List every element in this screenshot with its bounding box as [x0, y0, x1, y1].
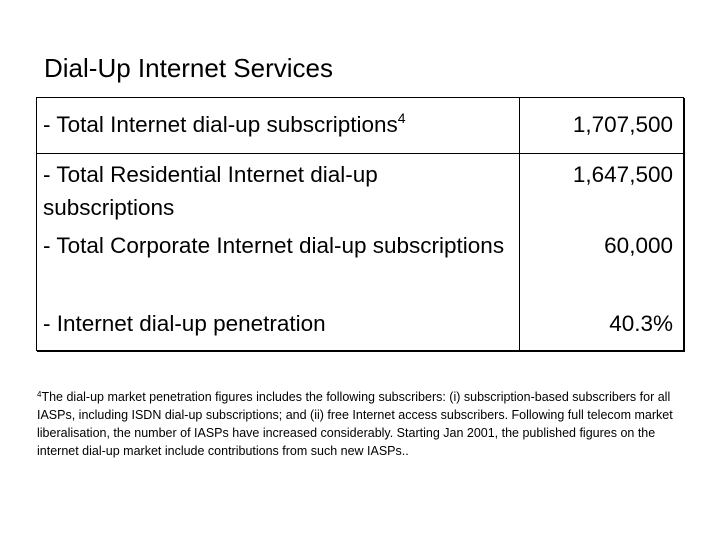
- column-divider: [519, 98, 520, 350]
- row-label: - Total Residential Internet dial-up sub…: [43, 162, 378, 220]
- footnote: 4The dial-up market penetration figures …: [37, 388, 687, 460]
- row-divider: [37, 153, 683, 154]
- page-title: Dial-Up Internet Services: [44, 53, 333, 83]
- footnote-text: The dial-up market penetration figures i…: [37, 390, 673, 458]
- dial-up-statistics-table: - Total Internet dial-up subscriptions4 …: [36, 97, 684, 351]
- footnote-marker: 4: [37, 390, 42, 399]
- row-value: 40.3%: [609, 311, 673, 336]
- row-value: 1,707,500: [572, 112, 673, 137]
- row-label: - Internet dial-up penetration: [43, 311, 326, 336]
- row-label: - Total Corporate Internet dial-up subsc…: [43, 233, 505, 258]
- row-value: 1,647,500: [572, 162, 673, 187]
- row-label-text: - Total Internet dial-up subscriptions: [43, 112, 398, 137]
- footnote-reference: 4: [397, 110, 406, 126]
- row-value: 60,000: [604, 233, 673, 258]
- row-label: - Total Internet dial-up subscriptions4: [43, 108, 513, 141]
